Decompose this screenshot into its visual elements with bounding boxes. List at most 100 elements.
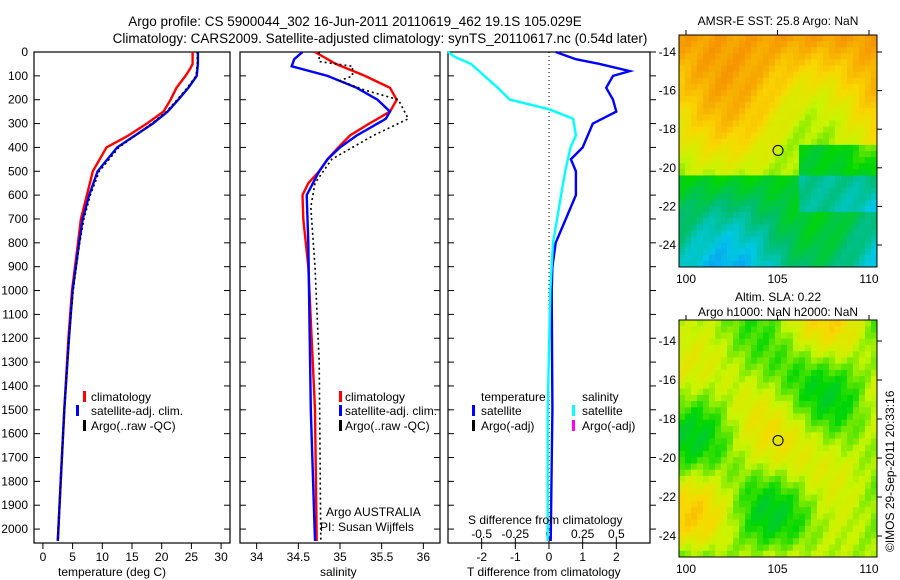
map-cell bbox=[715, 444, 722, 452]
map-cell bbox=[721, 151, 728, 158]
map-cell bbox=[781, 254, 788, 262]
map-cell bbox=[691, 65, 698, 73]
map-cell bbox=[817, 77, 824, 85]
y-tick-label: 1200 bbox=[1, 331, 28, 345]
x2-tick-label: -0.25 bbox=[502, 527, 530, 541]
map-cell bbox=[835, 77, 842, 85]
map-cell bbox=[805, 193, 812, 201]
map-cell bbox=[733, 450, 740, 458]
map-cell bbox=[679, 482, 686, 489]
map-cell bbox=[805, 500, 812, 508]
map-cell bbox=[745, 41, 752, 48]
map-cell bbox=[859, 469, 866, 477]
map-cell bbox=[685, 193, 692, 201]
map-cell bbox=[691, 507, 698, 514]
map-cell bbox=[727, 53, 734, 60]
map-cell bbox=[757, 463, 764, 471]
map-cell bbox=[739, 363, 746, 371]
map-cell bbox=[865, 132, 872, 140]
map-cell bbox=[781, 35, 788, 42]
map-cell bbox=[721, 53, 728, 60]
map-cell bbox=[733, 475, 740, 483]
map-lat-label: -18 bbox=[659, 412, 677, 426]
map-cell bbox=[745, 181, 752, 189]
map-cell bbox=[739, 132, 746, 140]
map-cell bbox=[793, 369, 800, 377]
map-cell bbox=[679, 47, 686, 54]
map-cell bbox=[823, 212, 830, 219]
map-cell bbox=[829, 248, 836, 256]
map-cell bbox=[847, 126, 854, 134]
map-cell bbox=[871, 242, 878, 250]
map-cell bbox=[859, 338, 866, 346]
map-cell bbox=[793, 199, 800, 207]
map-cell bbox=[727, 138, 734, 146]
map-cell bbox=[679, 326, 686, 333]
map-cell bbox=[697, 494, 704, 502]
map-cell bbox=[835, 138, 842, 146]
map-cell bbox=[787, 538, 794, 546]
map-cell bbox=[679, 248, 686, 256]
map-cell bbox=[853, 242, 860, 250]
map-cell bbox=[727, 181, 734, 189]
map-cell bbox=[817, 242, 824, 250]
map-cell bbox=[859, 532, 866, 539]
map-cell bbox=[799, 71, 806, 79]
map-cell bbox=[865, 432, 872, 439]
map-cell bbox=[841, 351, 848, 358]
map-cell bbox=[835, 351, 842, 358]
map-cell bbox=[871, 254, 878, 262]
map-cell bbox=[721, 96, 728, 103]
map-cell bbox=[685, 102, 692, 109]
map-cell bbox=[763, 114, 770, 121]
y-tick-label: 500 bbox=[8, 164, 28, 178]
map-cell bbox=[865, 151, 872, 158]
map-cell bbox=[727, 212, 734, 219]
map-cell bbox=[721, 320, 728, 327]
map-cell bbox=[763, 193, 770, 201]
map-cell bbox=[799, 320, 806, 327]
map-cell bbox=[679, 394, 686, 402]
map-cell bbox=[751, 151, 758, 158]
map-cell bbox=[691, 500, 698, 508]
map-cell bbox=[751, 193, 758, 201]
map-cell bbox=[715, 463, 722, 471]
salinity-axis-label: salinity bbox=[320, 565, 357, 579]
map-cell bbox=[835, 525, 842, 533]
map-cell bbox=[787, 332, 794, 340]
map-cell bbox=[787, 65, 794, 73]
map-cell bbox=[739, 193, 746, 201]
map-cell bbox=[871, 71, 878, 79]
map-cell bbox=[853, 114, 860, 121]
map-cell bbox=[733, 120, 740, 128]
map-cell bbox=[775, 344, 782, 352]
map-cell bbox=[757, 475, 764, 483]
map-cell bbox=[811, 450, 818, 458]
map-cell bbox=[775, 218, 782, 225]
map-cell bbox=[793, 419, 800, 427]
map-cell bbox=[757, 525, 764, 533]
map-cell bbox=[721, 532, 728, 539]
map-cell bbox=[841, 444, 848, 452]
map-cell bbox=[757, 413, 764, 421]
map-cell bbox=[739, 83, 746, 91]
map-cell bbox=[775, 475, 782, 483]
map-cell bbox=[745, 519, 752, 527]
map-cell bbox=[811, 224, 818, 231]
map-cell bbox=[805, 144, 812, 152]
map-cell bbox=[823, 53, 830, 60]
map-cell bbox=[697, 108, 704, 115]
y-tick-label: 1700 bbox=[1, 451, 28, 465]
y-tick-label: 1300 bbox=[1, 355, 28, 369]
map-cell bbox=[811, 169, 818, 176]
map-cell bbox=[823, 108, 830, 115]
map-cell bbox=[865, 438, 872, 446]
map-cell bbox=[787, 254, 794, 262]
map-cell bbox=[715, 388, 722, 396]
map-cell bbox=[775, 463, 782, 471]
map-cell bbox=[841, 126, 848, 134]
map-cell bbox=[823, 351, 830, 358]
map-cell bbox=[829, 376, 836, 383]
map-cell bbox=[763, 544, 770, 552]
map-cell bbox=[763, 102, 770, 109]
